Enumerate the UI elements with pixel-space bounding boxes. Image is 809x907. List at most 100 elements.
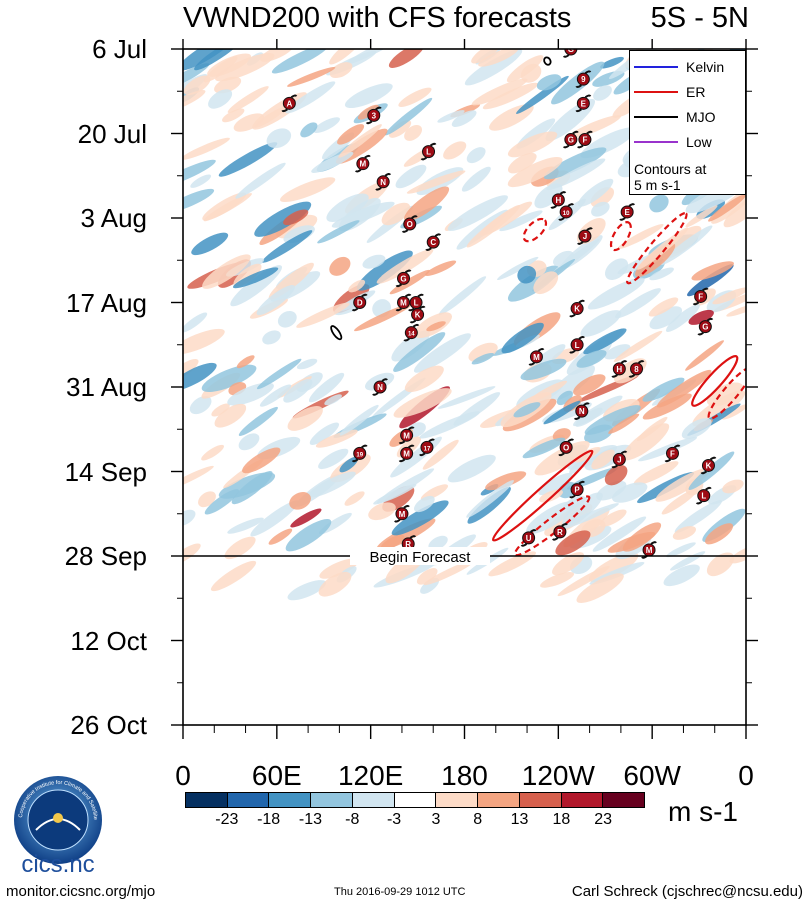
field-blob	[723, 193, 746, 228]
field-blob	[317, 220, 360, 244]
field-blob	[534, 183, 563, 209]
legend-note-line2: 5 m s-1	[634, 177, 681, 193]
field-blob	[308, 372, 345, 403]
storm-tail	[537, 348, 545, 352]
field-blob	[331, 201, 395, 228]
field-blob	[218, 142, 278, 177]
field-blob	[638, 436, 698, 462]
storm-symbol	[353, 296, 367, 309]
field-blob	[691, 261, 734, 281]
er-contour	[491, 449, 594, 542]
colorbar-swatch	[269, 793, 312, 807]
field-blob	[466, 204, 521, 248]
storm-tail	[586, 227, 593, 231]
storm-tail	[411, 215, 418, 219]
field-blob	[656, 369, 712, 408]
field-blob	[183, 543, 201, 566]
field-blob	[227, 382, 274, 406]
field-blob	[600, 56, 624, 69]
field-blob	[339, 404, 379, 436]
units-label: m s-1	[668, 796, 738, 827]
field-blob	[318, 448, 349, 470]
colorbar-swatch	[186, 793, 228, 807]
field-blob	[478, 49, 519, 67]
storm-label: M	[360, 160, 367, 169]
storm-label: A	[286, 99, 292, 108]
field-blob	[395, 164, 427, 189]
storm-marker: M	[528, 348, 545, 366]
field-blob	[557, 565, 610, 597]
field-blob	[466, 480, 514, 518]
colorbar-label: -8	[345, 811, 360, 828]
mjo-contour	[330, 325, 343, 341]
storm-label: O	[563, 443, 569, 452]
field-blob	[608, 413, 640, 434]
legend-swatch-low	[634, 141, 678, 143]
field-blob	[552, 428, 571, 442]
field-blob	[262, 330, 281, 345]
field-blob	[471, 78, 528, 106]
storm-tail	[408, 426, 415, 431]
storm-symbol	[426, 235, 440, 249]
storm-label: F	[698, 292, 703, 301]
storm-label: M	[399, 510, 406, 519]
storm-label: R	[557, 528, 563, 537]
field-blob	[233, 113, 265, 132]
storm-marker: U	[520, 529, 537, 547]
field-blob	[329, 256, 351, 276]
field-blob	[183, 362, 217, 391]
storm-tail	[628, 374, 636, 378]
er-contour	[707, 366, 746, 420]
field-blob	[183, 63, 210, 92]
storm-label: G	[568, 45, 574, 54]
field-blob	[437, 386, 496, 409]
field-blob	[471, 352, 494, 365]
storm-label: J	[583, 232, 587, 241]
field-blob	[604, 258, 629, 280]
storm-symbol	[400, 446, 414, 460]
storm-label: 10	[563, 211, 570, 217]
field-blob	[287, 406, 323, 431]
storm-symbol	[397, 271, 411, 285]
storm-tail	[417, 293, 424, 298]
field-blob	[596, 480, 627, 501]
storm-marker: A	[281, 94, 298, 113]
field-blob	[575, 407, 603, 427]
field-blob	[599, 509, 627, 527]
storm-symbol	[576, 96, 590, 110]
field-blob	[592, 516, 647, 552]
storm-symbol	[529, 350, 543, 364]
field-blob	[183, 188, 215, 213]
field-blob	[313, 117, 340, 133]
field-blob	[329, 62, 353, 79]
field-blob	[404, 186, 450, 222]
legend-item-kelvin: Kelvin	[634, 59, 724, 75]
field-blob	[260, 49, 295, 62]
legend-label-mjo: MJO	[686, 109, 716, 125]
field-blob	[423, 559, 476, 586]
storm-tail	[561, 523, 568, 527]
field-blob	[183, 465, 214, 492]
x-tick-label: 60E	[251, 760, 302, 791]
storm-label: H	[555, 196, 561, 205]
field-blob	[674, 500, 722, 533]
field-blob	[663, 564, 700, 587]
colorbar-swatch	[519, 793, 562, 807]
field-blob	[203, 193, 252, 222]
field-blob	[183, 137, 230, 161]
colorbar	[185, 792, 645, 808]
field-blob	[398, 87, 432, 107]
field-blob	[183, 328, 225, 355]
storm-tail	[375, 186, 382, 191]
storm-symbol	[559, 205, 573, 219]
storm-marker: M	[395, 293, 412, 312]
legend-swatch-kelvin	[634, 66, 678, 68]
storm-marker: 8	[628, 360, 645, 378]
storm-label: 3	[372, 111, 377, 120]
field-blob	[438, 276, 487, 316]
storm-label: M	[646, 546, 653, 555]
storm-tail	[569, 313, 576, 318]
colorbar-label: -13	[298, 811, 323, 828]
field-blob	[268, 528, 293, 545]
